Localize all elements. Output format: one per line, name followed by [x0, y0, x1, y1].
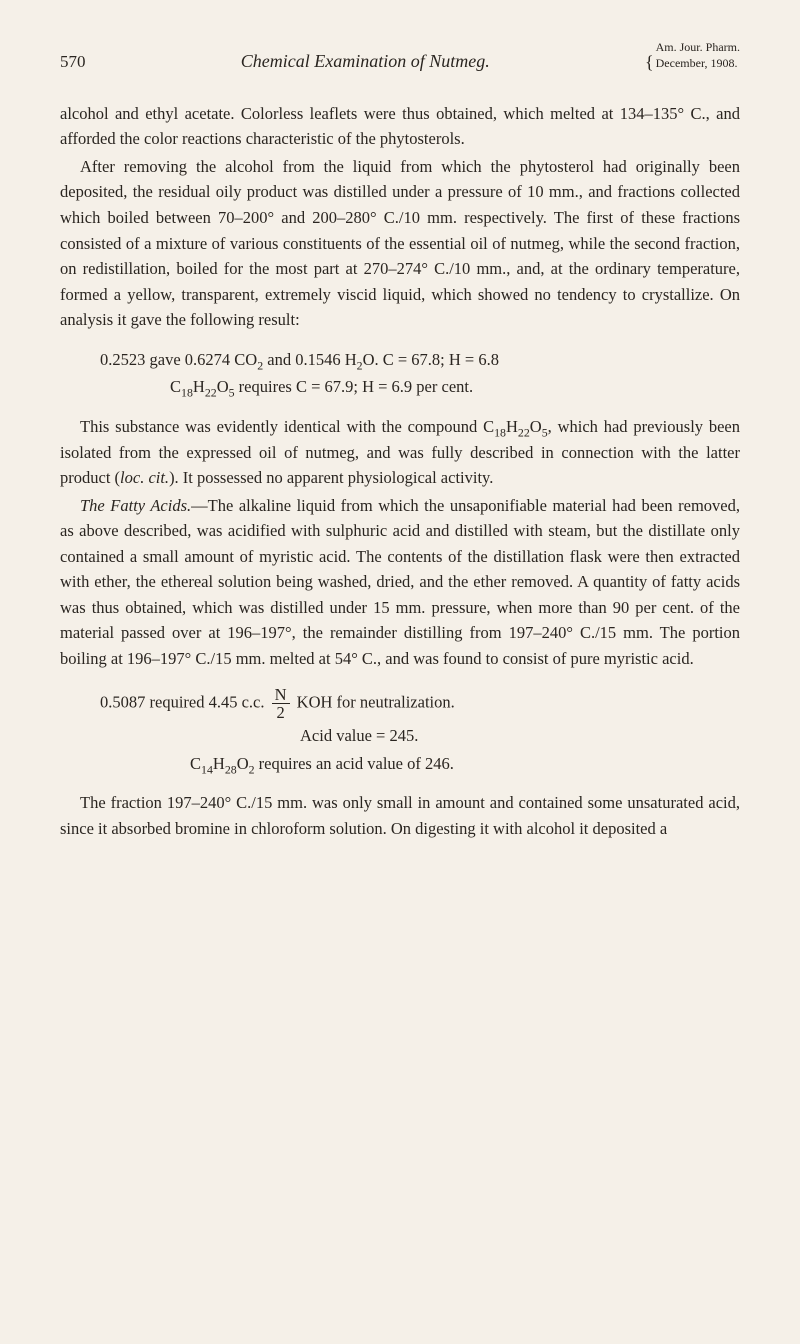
para-text: ). It possessed no apparent physiologica… — [169, 468, 493, 487]
para-text: —The alkaline liquid from which the unsa… — [60, 496, 740, 668]
subscript: 18 — [494, 425, 506, 439]
eq-text: O — [217, 377, 229, 396]
page-header: 570 Chemical Examination of Nutmeg. { Am… — [60, 40, 740, 77]
citation-italic: loc. cit. — [120, 468, 169, 487]
fraction-denominator: 2 — [272, 704, 290, 721]
journal-reference: { Am. Jour. Pharm. December, 1908. — [645, 40, 740, 77]
page-number: 570 — [60, 49, 86, 75]
running-title: Chemical Examination of Nutmeg. — [241, 48, 490, 76]
koh-text: O — [237, 754, 249, 773]
koh-text: 0.5087 required 4.45 c.c. — [100, 692, 269, 711]
eq-text: and 0.1546 H — [263, 350, 357, 369]
paragraph-3: This substance was evidently identical w… — [60, 414, 740, 491]
fraction: N2 — [272, 686, 290, 722]
paragraph-1: alcohol and ethyl acetate. Colorless lea… — [60, 101, 740, 152]
koh-line-3: C14H28O2 requires an acid value of 246. — [190, 751, 740, 777]
paragraph-4: The Fatty Acids.—The alkaline liquid fro… — [60, 493, 740, 672]
koh-text: C — [190, 754, 201, 773]
eq-text: C — [170, 377, 181, 396]
para-text: H — [506, 417, 518, 436]
section-heading-italic: The Fatty Acids. — [80, 496, 191, 515]
paragraph-5: The fraction 197–240° C./15 mm. was only… — [60, 790, 740, 841]
subscript: 28 — [225, 762, 237, 776]
journal-line-2: December, 1908. — [656, 56, 738, 70]
koh-line-2: Acid value = 245. — [300, 723, 740, 749]
para-text: O — [530, 417, 542, 436]
fraction-numerator: N — [272, 686, 290, 704]
koh-text: H — [213, 754, 225, 773]
equation-block-1: 0.2523 gave 0.6274 CO2 and 0.1546 H2O. C… — [100, 347, 740, 400]
journal-line-1: Am. Jour. Pharm. — [656, 40, 740, 54]
koh-text: KOH for neutralization. — [293, 692, 455, 711]
equation-line-2: C18H22O5 requires C = 67.9; H = 6.9 per … — [170, 374, 740, 400]
eq-text: H — [193, 377, 205, 396]
subscript: 22 — [205, 386, 217, 400]
subscript: 22 — [518, 425, 530, 439]
para-text: This substance was evidently identical w… — [80, 417, 494, 436]
eq-text: O. C = 67.8; H = 6.8 — [363, 350, 499, 369]
koh-text: requires an acid value of 246. — [255, 754, 454, 773]
eq-text: requires C = 67.9; H = 6.9 per cent. — [235, 377, 474, 396]
koh-line-1: 0.5087 required 4.45 c.c. N2 KOH for neu… — [100, 686, 740, 722]
koh-block: 0.5087 required 4.45 c.c. N2 KOH for neu… — [100, 686, 740, 777]
subscript: 14 — [201, 762, 213, 776]
paragraph-2: After removing the alcohol from the liqu… — [60, 154, 740, 333]
subscript: 18 — [181, 386, 193, 400]
brace-icon: { — [645, 52, 654, 72]
equation-line-1: 0.2523 gave 0.6274 CO2 and 0.1546 H2O. C… — [100, 347, 740, 373]
eq-text: 0.2523 gave 0.6274 CO — [100, 350, 257, 369]
